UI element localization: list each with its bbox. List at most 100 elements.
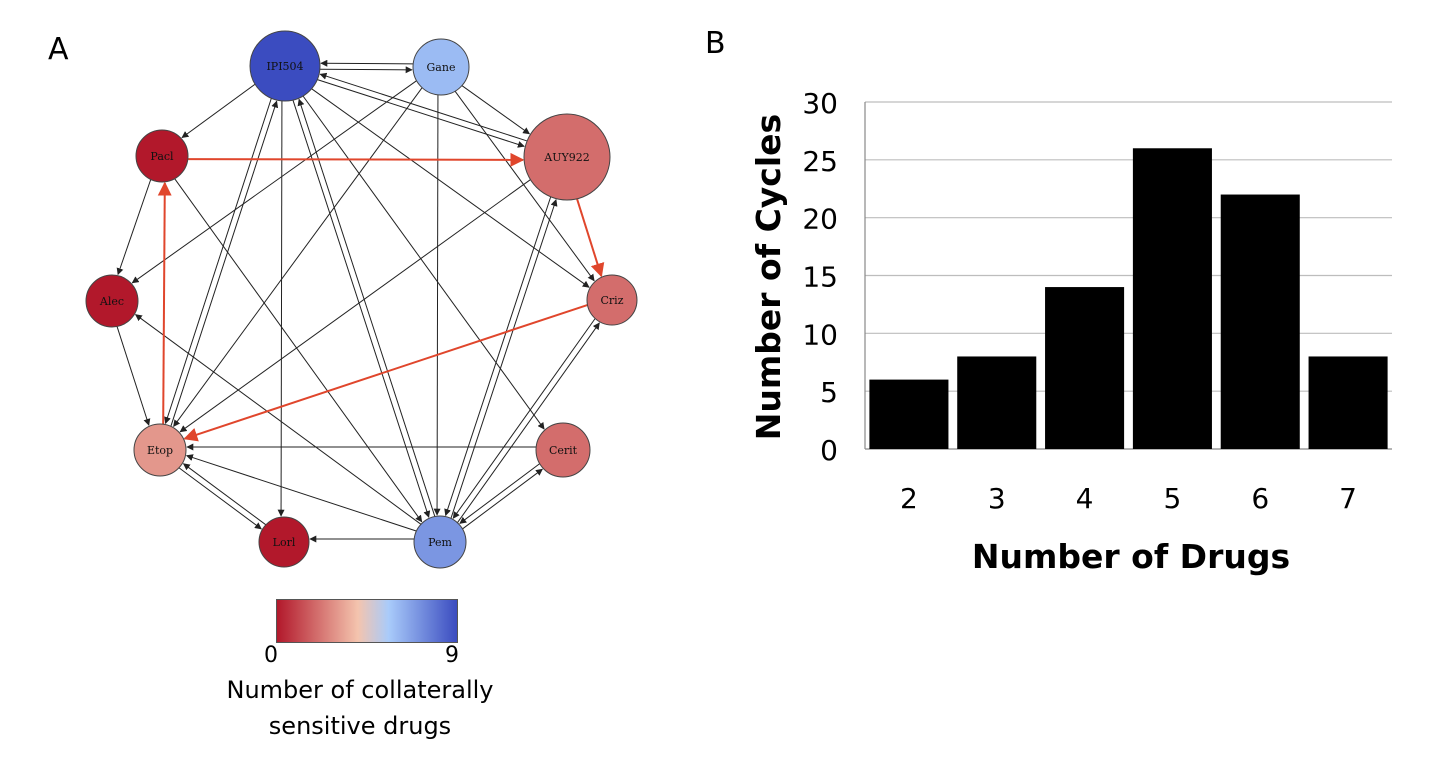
bar-chart: 0 5 10 15 20 25 30 2 3 4 5 6 7 Number of Drugs Numb… — [749, 87, 1392, 576]
x-ticks-layer: 2 3 4 5 6 7 — [900, 482, 1357, 515]
x-tick-label: 6 — [1251, 482, 1269, 515]
edge-cerit-to-pem — [459, 463, 540, 524]
node-circle — [412, 38, 470, 96]
node-label: Lorl — [273, 536, 296, 549]
edge-ipi504-to-cerit — [302, 95, 545, 430]
node-circle — [85, 274, 139, 328]
panel-b-label: B — [705, 26, 726, 61]
edge-gane-to-criz — [454, 91, 595, 282]
x-tick-label: 5 — [1164, 482, 1182, 515]
node-label: Criz — [601, 294, 624, 307]
node-label: IPI504 — [266, 60, 303, 73]
edge-gane-to-alec — [131, 80, 417, 284]
edge-etop-to-ipi504 — [170, 100, 279, 427]
node-circle — [523, 113, 611, 201]
bar-6 — [1220, 194, 1300, 449]
node-circle — [135, 129, 189, 183]
node-circle — [249, 30, 321, 102]
node-pacl: Pacl — [135, 129, 189, 183]
edge-auy922-to-criz — [576, 198, 605, 278]
panel-a-label: A — [48, 32, 69, 67]
node-circle — [586, 274, 638, 326]
colorbar-min-label: 0 — [264, 643, 278, 668]
edge-pem-to-alec — [134, 314, 422, 525]
edge-pacl-to-pem — [174, 178, 423, 523]
node-circle — [535, 422, 591, 478]
edge-ipi504-to-etop — [164, 98, 272, 425]
y-tick-label: 0 — [820, 434, 838, 467]
x-tick-label: 4 — [1076, 482, 1094, 515]
y-tick-label: 20 — [802, 203, 838, 236]
edge-pem-to-criz — [457, 322, 600, 523]
y-tick-label: 10 — [802, 318, 838, 351]
bars-layer — [869, 148, 1388, 449]
edge-gane-to-pem — [433, 94, 441, 516]
node-label: Cerit — [549, 444, 578, 457]
node-cerit: Cerit — [535, 422, 591, 478]
edge-lorl-to-etop — [182, 463, 267, 526]
node-lorl: Lorl — [258, 516, 310, 568]
edge-pem-to-etop — [185, 454, 417, 532]
node-circle — [413, 515, 467, 569]
edge-criz-to-pem — [452, 318, 596, 519]
edge-gane-to-auy922 — [461, 85, 531, 135]
colorbar-title-line2: sensitive drugs — [268, 712, 452, 740]
edge-alec-to-etop — [116, 326, 151, 426]
colorbar-title-line1: Number of collaterally — [226, 676, 494, 704]
node-label: Etop — [147, 444, 173, 457]
edge-pacl-to-alec — [116, 179, 152, 276]
network-graph: IPI504 Gane AUY922 Pacl Criz Alec Etop Cerit Lor… — [85, 30, 638, 569]
edge-pem-to-ipi504 — [297, 98, 436, 517]
x-tick-label: 3 — [988, 482, 1006, 515]
x-tick-label: 7 — [1339, 482, 1357, 515]
edge-pem-to-cerit — [462, 468, 543, 530]
node-label: Pacl — [150, 150, 174, 163]
nodes-layer: IPI504 Gane AUY922 Pacl Criz Alec Etop Cerit Lor… — [85, 30, 638, 569]
node-etop: Etop — [133, 423, 187, 477]
edge-pacl-to-auy922 — [187, 152, 525, 167]
node-pem: Pem — [413, 515, 467, 569]
edges-layer — [116, 59, 600, 543]
node-ipi504: IPI504 — [249, 30, 321, 102]
bar-7 — [1308, 356, 1388, 449]
grid-layer — [864, 101, 1392, 450]
edge-ipi504-to-gane — [319, 66, 413, 74]
edge-ipi504-to-lorl — [277, 100, 285, 517]
node-gane: Gane — [412, 38, 470, 96]
y-tick-label: 25 — [802, 145, 838, 178]
edge-ipi504-to-pacl — [181, 83, 256, 139]
edge-auy922-to-ipi504 — [319, 72, 528, 142]
edge-etop-to-lorl — [178, 467, 262, 530]
edge-gane-to-etop — [173, 87, 423, 428]
node-auy922: AUY922 — [523, 113, 611, 201]
cycle-edges-layer — [157, 152, 605, 442]
bar-3 — [957, 356, 1037, 449]
edge-criz-to-etop — [183, 304, 588, 442]
node-alec: Alec — [85, 274, 139, 328]
node-label: Pem — [428, 536, 452, 549]
node-label: Alec — [99, 295, 124, 308]
bar-5 — [1132, 148, 1212, 449]
edge-auy922-to-pem — [444, 196, 552, 517]
edge-ipi504-to-auy922 — [317, 79, 525, 148]
edge-ipi504-to-pem — [292, 100, 431, 518]
y-tick-label: 15 — [802, 261, 838, 294]
node-criz: Criz — [586, 274, 638, 326]
colorbar-max-label: 9 — [445, 643, 459, 668]
x-tick-label: 2 — [900, 482, 918, 515]
colorbar-gradient — [276, 599, 458, 643]
bar-2 — [869, 379, 949, 449]
y-axis-title: Number of Cycles — [749, 114, 788, 440]
x-axis-title: Number of Drugs — [972, 537, 1290, 576]
node-circle — [258, 516, 310, 568]
node-label: Gane — [427, 61, 456, 74]
y-ticks-layer: 0 5 10 15 20 25 30 — [802, 87, 838, 467]
bar-4 — [1045, 287, 1125, 449]
edge-gane-to-ipi504 — [320, 59, 414, 67]
node-circle — [133, 423, 187, 477]
y-tick-label: 30 — [802, 87, 838, 120]
node-label: AUY922 — [543, 151, 589, 164]
y-tick-label: 5 — [820, 376, 838, 409]
edge-pem-to-auy922 — [450, 199, 558, 519]
edge-etop-to-pacl — [157, 181, 172, 425]
